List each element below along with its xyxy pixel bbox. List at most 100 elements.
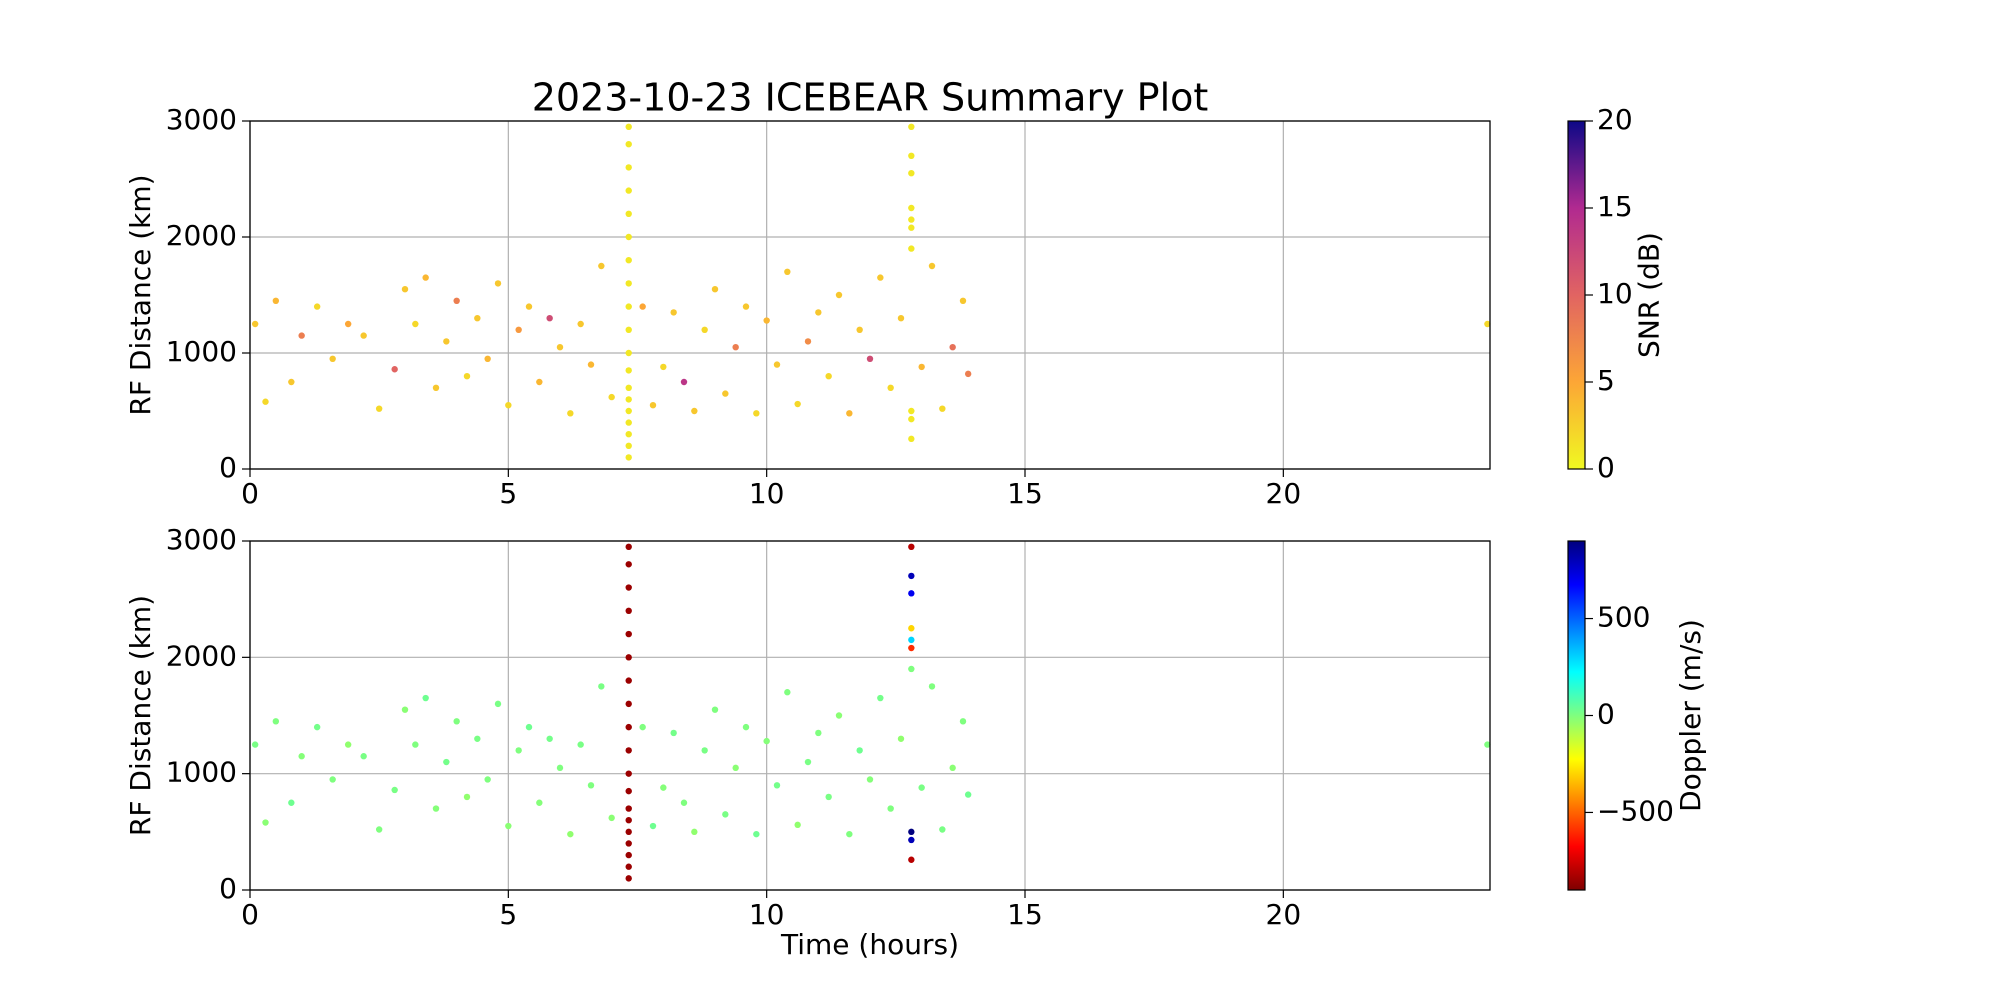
data-point [908,216,915,223]
data-point [928,262,936,270]
data-point [825,793,832,801]
x-tick-label: 5 [499,477,517,510]
data-point [625,875,632,882]
data-point [763,737,770,745]
data-point [732,764,739,772]
data-point [625,396,632,403]
data-point [556,344,564,351]
data-point [625,770,632,777]
data-point [422,274,429,281]
data-point [494,700,502,708]
data-point [908,636,915,644]
data-point [722,390,729,397]
data-point [625,431,632,438]
data-point [298,753,305,760]
data-point [908,224,915,231]
data-point [908,572,915,580]
data-point [908,407,915,415]
data-point [567,830,574,838]
data-point [625,419,632,426]
data-point [272,718,280,725]
colorbar-tick-label: 20 [1597,103,1633,136]
colorbar-tick-label: 5 [1597,364,1615,397]
data-point [625,863,632,870]
data-point [288,799,295,806]
data-point [494,280,502,287]
data-point [375,405,383,412]
data-point [375,826,383,833]
data-point [887,805,894,812]
data-point [625,700,632,708]
x-tick-label: 0 [241,898,259,931]
y-tick-label: 1000 [166,756,237,789]
data-point [484,776,491,783]
data-point [773,361,781,368]
data-point [546,735,553,742]
data-point [262,398,269,405]
data-point [587,782,595,789]
data-point [649,822,657,830]
data-point [298,332,305,339]
data-point [625,442,632,449]
data-point [515,747,522,754]
data-point [515,326,522,333]
data-point [625,654,632,661]
data-point [288,378,295,386]
data-point [432,805,440,812]
data-point [939,826,946,833]
data-point [443,758,450,766]
y-tick-label: 1000 [166,335,237,368]
data-point [251,741,259,748]
data-point [639,723,646,731]
data-point [804,758,812,766]
colorbar-tick-label: 0 [1597,698,1615,731]
data-point [525,723,533,731]
data-point [525,303,533,310]
x-tick-label: 10 [749,898,785,931]
data-point [625,187,632,194]
data-point [625,384,632,391]
data-point [625,805,632,812]
data-point [463,373,471,380]
data-point [401,286,409,293]
y-tick-label: 2000 [166,639,237,672]
data-point [251,320,259,328]
data-point [722,811,729,818]
data-point [625,303,632,310]
colorbar-label: Doppler (m/s) [1674,619,1707,812]
data-point [625,607,632,614]
data-point [660,784,667,791]
data-point [625,141,632,148]
data-point [625,677,632,684]
data-point [625,280,632,287]
data-point [908,836,915,844]
plot-frame [249,120,1491,470]
data-point [625,233,632,241]
data-point [329,776,336,783]
data-point [625,851,632,859]
data-point [908,152,915,159]
data-point [391,786,398,794]
data-point [536,799,543,806]
data-point [680,378,688,386]
data-point [753,410,760,417]
data-point [536,378,543,386]
data-point [835,712,843,719]
y-tick-label: 3000 [166,523,237,556]
data-point [546,315,553,322]
data-point [344,320,352,328]
data-point [825,373,832,380]
data-point [391,366,398,373]
data-point [680,799,688,806]
x-tick-label: 0 [241,477,259,510]
data-point [625,828,632,836]
x-tick-label: 20 [1266,898,1302,931]
data-point [474,315,481,322]
data-point [701,747,708,754]
data-point [360,332,367,339]
data-point [262,819,269,826]
data-point [959,718,967,725]
data-point [625,326,632,333]
